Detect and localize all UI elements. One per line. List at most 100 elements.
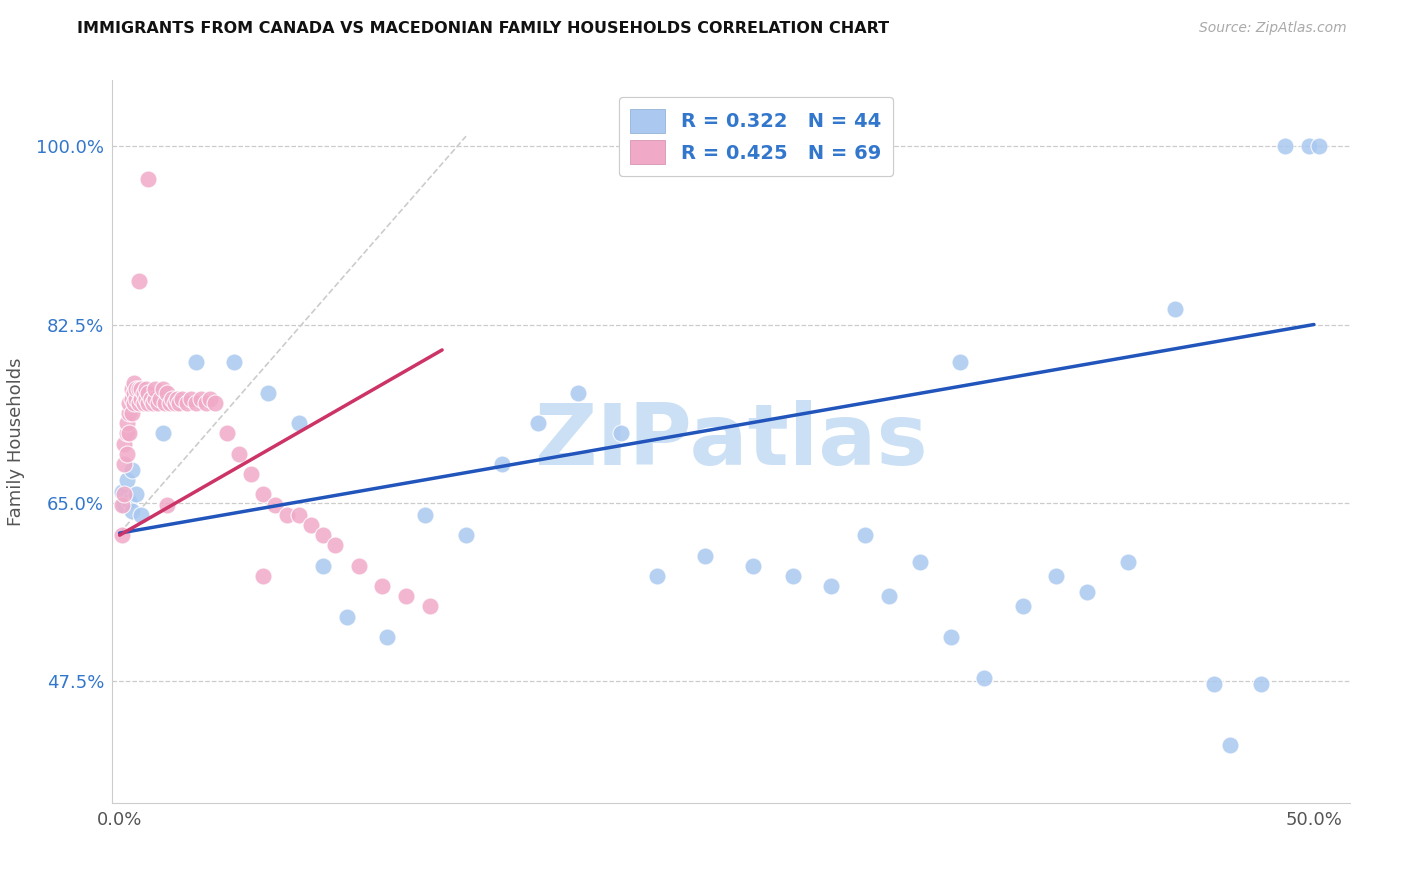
Point [122, 385, 145, 400]
Point [145, 392, 167, 406]
Point [190, 392, 212, 406]
Point [252, 487, 274, 501]
Point [973, 671, 995, 685]
Point [1308, 139, 1330, 153]
Point [335, 609, 357, 624]
Point [1250, 677, 1272, 691]
Point [135, 392, 157, 406]
Point [121, 382, 143, 396]
Point [160, 392, 183, 406]
Text: ZIPatlas: ZIPatlas [534, 400, 928, 483]
Point [1011, 599, 1033, 614]
Y-axis label: Family Households: Family Households [7, 358, 25, 525]
Point [152, 426, 174, 441]
Text: Source: ZipAtlas.com: Source: ZipAtlas.com [1199, 21, 1347, 36]
Point [146, 396, 169, 410]
Point [111, 528, 134, 542]
Point [169, 396, 191, 410]
Legend: R = 0.322   N = 44, R = 0.425   N = 69: R = 0.322 N = 44, R = 0.425 N = 69 [619, 97, 893, 176]
Point [121, 406, 143, 420]
Point [142, 396, 165, 410]
Point [645, 569, 668, 583]
Point [166, 392, 188, 406]
Point [204, 396, 226, 410]
Point [118, 493, 141, 508]
Point [136, 172, 159, 186]
Point [347, 558, 370, 573]
Point [136, 385, 159, 400]
Point [121, 463, 143, 477]
Point [299, 518, 322, 533]
Point [1202, 677, 1225, 691]
Point [112, 436, 135, 450]
Point [125, 392, 148, 406]
Point [180, 392, 202, 406]
Point [782, 569, 804, 583]
Point [115, 416, 138, 430]
Point [132, 396, 155, 410]
Text: IMMIGRANTS FROM CANADA VS MACEDONIAN FAMILY HOUSEHOLDS CORRELATION CHART: IMMIGRANTS FROM CANADA VS MACEDONIAN FAM… [77, 21, 890, 37]
Point [311, 558, 333, 573]
Point [122, 396, 145, 410]
Point [118, 426, 141, 441]
Point [129, 382, 152, 396]
Point [491, 457, 513, 471]
Point [1116, 555, 1139, 569]
Point [526, 416, 548, 430]
Point [252, 569, 274, 583]
Point [163, 396, 186, 410]
Point [153, 396, 176, 410]
Point [128, 274, 150, 288]
Point [115, 447, 138, 461]
Point [853, 528, 876, 542]
Point [115, 473, 138, 487]
Point [1219, 738, 1241, 752]
Point [276, 508, 298, 522]
Point [112, 457, 135, 471]
Point [112, 487, 135, 501]
Point [741, 558, 763, 573]
Point [135, 382, 157, 396]
Point [1298, 139, 1320, 153]
Point [311, 528, 333, 542]
Point [256, 385, 278, 400]
Point [129, 392, 152, 406]
Point [184, 355, 207, 369]
Point [122, 376, 145, 390]
Point [264, 498, 287, 512]
Point [125, 382, 148, 396]
Point [156, 498, 179, 512]
Point [125, 487, 148, 501]
Point [224, 355, 246, 369]
Point [908, 555, 931, 569]
Point [1076, 585, 1098, 599]
Point [145, 382, 167, 396]
Point [288, 416, 311, 430]
Point [111, 485, 134, 500]
Point [1045, 569, 1067, 583]
Point [194, 396, 217, 410]
Point [128, 396, 150, 410]
Point [693, 549, 716, 563]
Point [240, 467, 263, 482]
Point [139, 392, 162, 406]
Point [1274, 139, 1296, 153]
Point [288, 508, 311, 522]
Point [820, 579, 842, 593]
Point [159, 396, 181, 410]
Point [118, 406, 141, 420]
Point [121, 504, 143, 518]
Point [112, 498, 135, 512]
Point [136, 396, 159, 410]
Point [111, 498, 134, 512]
Point [121, 392, 143, 406]
Point [149, 392, 172, 406]
Point [156, 385, 179, 400]
Point [1164, 302, 1187, 317]
Point [419, 599, 441, 614]
Point [567, 385, 589, 400]
Point [610, 426, 633, 441]
Point [415, 508, 437, 522]
Point [371, 579, 394, 593]
Point [115, 426, 138, 441]
